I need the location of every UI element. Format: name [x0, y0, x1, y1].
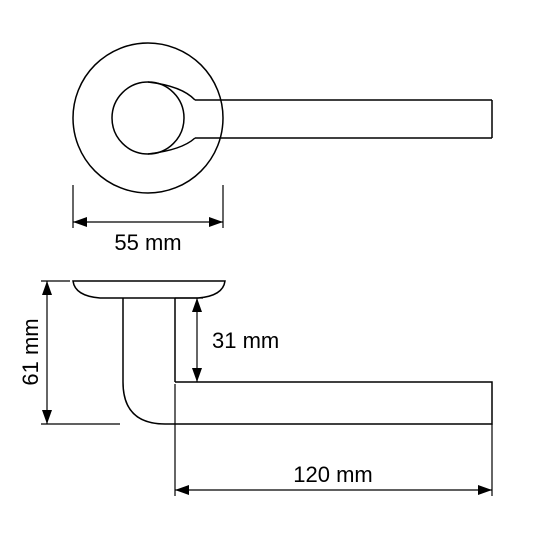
- lever-profile: [123, 382, 492, 424]
- dim-31mm-label: 31 mm: [212, 328, 279, 353]
- rose-cap-profile: [73, 281, 225, 298]
- dim-61mm: 61 mm: [18, 281, 120, 424]
- arrow-up-icon: [42, 281, 52, 295]
- arrow-up-icon: [192, 298, 202, 312]
- arrow-down-icon: [192, 368, 202, 382]
- dim-55mm-label: 55 mm: [114, 230, 181, 255]
- dim-120mm-label: 120 mm: [293, 462, 372, 487]
- rose-outer-circle: [73, 43, 223, 193]
- dim-61mm-label: 61 mm: [18, 318, 43, 385]
- top-view: [73, 43, 492, 193]
- arrow-down-icon: [42, 410, 52, 424]
- arrow-right-icon: [478, 485, 492, 495]
- side-view: [73, 281, 492, 424]
- dim-120mm: 120 mm: [175, 384, 492, 496]
- dim-31mm: 31 mm: [175, 298, 279, 382]
- arrow-right-icon: [209, 217, 223, 227]
- technical-drawing: 55 mm 61 mm 31 mm 120 mm: [0, 0, 551, 551]
- arrow-left-icon: [175, 485, 189, 495]
- dim-55mm: 55 mm: [73, 185, 223, 255]
- rose-inner-circle: [112, 82, 184, 154]
- arrow-left-icon: [73, 217, 87, 227]
